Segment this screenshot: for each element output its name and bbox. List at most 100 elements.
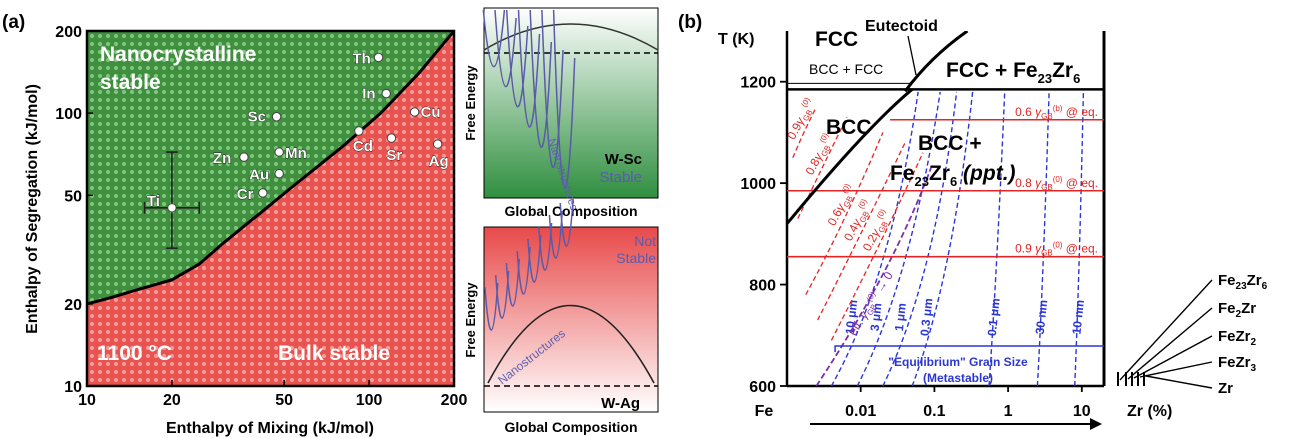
x-tick-label: 0.1 xyxy=(923,403,945,420)
compound-pointer xyxy=(1139,361,1213,378)
eq-gb-label: 0.6 γGB(b) @ eq. xyxy=(1015,104,1098,121)
nanostructure-curve xyxy=(484,282,499,331)
compound-label: Fe23Zr6 xyxy=(1218,272,1268,292)
grain-size-label: 3 nm xyxy=(1111,302,1128,331)
nanostructure-curve xyxy=(559,198,574,247)
panel-a-inset-stable: Nanostructures W-Sc Stable Free Energy G… xyxy=(463,7,659,219)
nanostructure-curve xyxy=(494,270,510,319)
nanostructure-curve xyxy=(517,9,541,128)
inset-unstable-system-label: W-Ag xyxy=(601,395,640,412)
gb-energy-curve xyxy=(817,142,906,321)
grain-size-label: 0.3 μm xyxy=(918,297,936,336)
nanostructure-curve xyxy=(552,9,576,189)
compound-label: FeZr3 xyxy=(1218,354,1257,374)
composition-arrowhead xyxy=(1090,418,1102,430)
y-tick-label: 100 xyxy=(55,106,82,123)
panel-a-inset-unstable: Nanostructures Not Stable W-Ag Free Ener… xyxy=(463,198,659,435)
grain-size-label: 10 μm xyxy=(843,299,861,335)
inset-unstable-x-label: Global Composition xyxy=(505,419,638,435)
x-tick-label: 100 xyxy=(356,392,383,409)
y-tick-label: 600 xyxy=(749,379,776,396)
point-cr xyxy=(258,188,268,198)
panel-b-y-axis-label: T (K) xyxy=(718,31,754,48)
grain-size-line xyxy=(830,91,919,386)
point-label-in: In xyxy=(362,86,375,103)
point-label-th: Th xyxy=(353,50,371,67)
point-label-sc: Sc xyxy=(248,109,266,126)
panel-a-label: (a) xyxy=(2,12,25,33)
eutectoid-pointer xyxy=(907,35,917,76)
region-label-bottom: Bulk stable xyxy=(278,342,390,365)
compound-pointer xyxy=(1127,307,1213,380)
point-th xyxy=(373,52,384,63)
inset-stable-frame xyxy=(483,7,659,199)
inset-stable-system-label: W-Sc xyxy=(605,151,642,168)
bulk-stable-region-dots xyxy=(87,31,454,386)
bcc-solvus xyxy=(787,88,914,225)
inset-unstable-status-line1: Not xyxy=(634,233,656,249)
panel-a: (a) Th In Cu Sc Cd Sr Ag Mn Zn Au Cr Ti 10 20 50 100 20… xyxy=(2,12,467,437)
compound-label: FeZr2 xyxy=(1218,328,1257,348)
y-tick-label: 1000 xyxy=(740,176,776,193)
compound-pointer xyxy=(1119,279,1213,381)
point-sr xyxy=(386,133,397,143)
region-label-top-line2: stable xyxy=(100,71,161,94)
point-ti xyxy=(167,203,177,213)
x-tick-label: 1 xyxy=(1004,403,1013,420)
y-tick-label: 20 xyxy=(64,297,82,314)
stability-boundary xyxy=(87,31,454,306)
grain-size-line xyxy=(1074,91,1085,386)
point-cu xyxy=(409,107,420,117)
panel-b-label: (b) xyxy=(678,12,702,33)
inset-stable-bulk-curve xyxy=(483,23,659,51)
gb-energy-curve xyxy=(805,132,884,296)
point-sc xyxy=(271,112,282,122)
nanostructure-curve xyxy=(494,9,517,88)
inset-unstable-y-label: Free Energy xyxy=(463,282,478,358)
compound-pointer xyxy=(1145,375,1213,389)
x-tick-label: 10 xyxy=(1073,403,1091,420)
nanostructure-curve xyxy=(548,210,564,259)
x-tick-label: 20 xyxy=(163,392,181,409)
gb-energy-curve xyxy=(830,152,924,341)
y-tick-label: 50 xyxy=(64,188,82,205)
compound-pointer xyxy=(1133,335,1213,379)
nanostructure-curve xyxy=(527,234,542,283)
point-mn xyxy=(274,147,284,157)
y-tick-label: 1200 xyxy=(740,75,776,92)
compound-labels: Fe23Zr6 Fe2Zr FeZr2 FeZr3 Zr xyxy=(1117,272,1268,397)
grain-size-label: 0.1 μm xyxy=(985,297,1003,336)
point-cd xyxy=(354,126,364,136)
nanostructure-curve xyxy=(505,9,529,108)
point-label-cr: Cr xyxy=(237,186,254,203)
panel-a-y-axis-label: Enthalpy of Segregation (kJ/mol) xyxy=(24,84,41,334)
region-label-top-line1: Nanocrystalline xyxy=(100,43,256,66)
effective-gb-curve xyxy=(815,167,932,386)
point-label-sr: Sr xyxy=(386,147,402,164)
inset-stable-nanostructure-curves xyxy=(482,9,576,189)
point-in xyxy=(381,88,391,99)
nanostructure-curve xyxy=(529,9,553,148)
grain-size-line xyxy=(988,91,1006,386)
grain-size-label: 10 nm xyxy=(1069,299,1087,335)
eq-gb-label: 0.8 γGB(0) @ eq. xyxy=(1015,175,1098,192)
point-label-cu: Cu xyxy=(421,104,441,121)
panel-b: (b) T (K) 600 800 1000 1200 0.01 0.1 1 10 10 μm… xyxy=(678,12,1268,430)
grain-size-label: 3 μm xyxy=(868,302,885,331)
x-tick-label: 200 xyxy=(441,392,468,409)
point-zn xyxy=(239,152,249,162)
temperature-label: 1100 °C xyxy=(97,342,172,365)
nanostructure-curve xyxy=(505,258,521,307)
panel-a-x-axis-label: Enthalpy of Mixing (kJ/mol) xyxy=(166,420,374,437)
inset-unstable-nanostructure-curves xyxy=(484,198,574,331)
gb-energy-curve xyxy=(792,106,817,159)
panel-b-x-axis-label: Zr (%) xyxy=(1127,403,1172,420)
eq-gb-label: 0.9 γGB(0) @ eq. xyxy=(1015,241,1098,258)
point-ag xyxy=(432,139,443,149)
grain-size-label: 1 μm xyxy=(892,302,909,331)
nanostructure-curve xyxy=(516,246,531,295)
point-label-au: Au xyxy=(249,167,269,184)
point-label-cd: Cd xyxy=(353,138,373,155)
nanostructure-curve xyxy=(537,222,553,271)
